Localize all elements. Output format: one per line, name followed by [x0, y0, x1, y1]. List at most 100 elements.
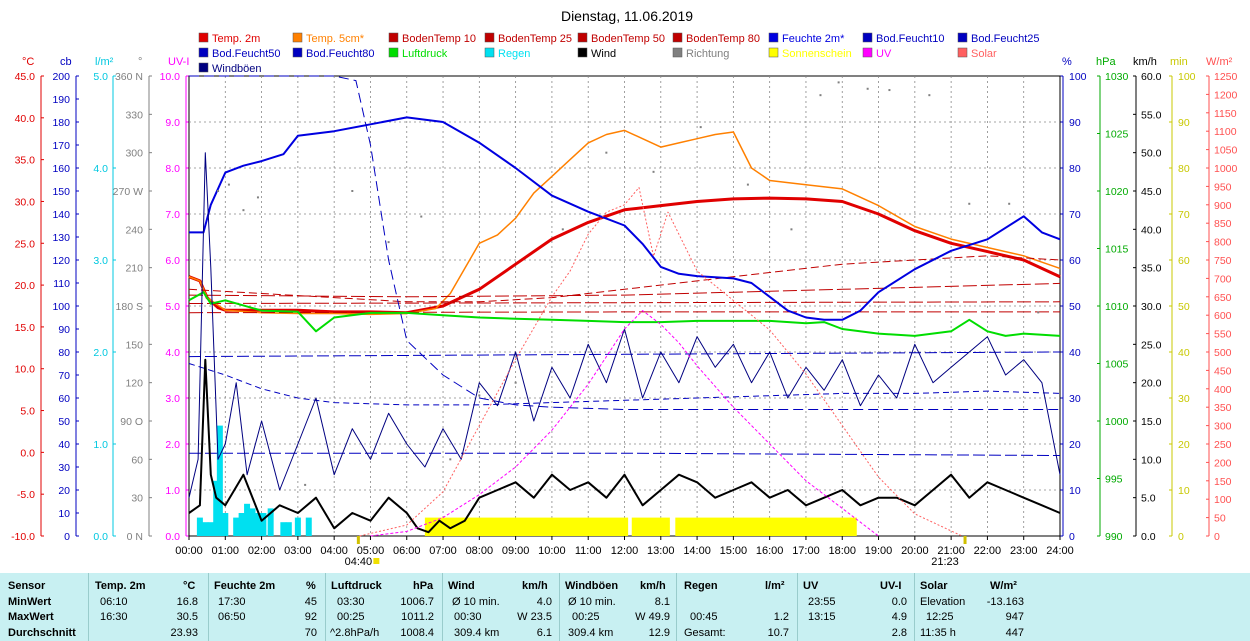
- stats-wind-max-time: 00:30: [454, 611, 482, 623]
- direction-point: [819, 94, 822, 97]
- rain-bar: [196, 517, 203, 536]
- y-axis-tick-label: 270 W: [113, 186, 143, 198]
- stats-header-humidity-unit: %: [306, 580, 316, 592]
- y-axis-tick-label: 1250: [1214, 71, 1238, 83]
- y-axis-tick-label: 550: [1214, 329, 1232, 341]
- y-axis-unit: km/h: [1133, 56, 1157, 68]
- divider: [914, 573, 915, 641]
- direction-point: [449, 458, 452, 461]
- series-line: [189, 75, 1060, 410]
- sunshine-bar: [675, 517, 857, 536]
- y-axis-tick-label: 50: [1069, 301, 1081, 313]
- legend-label: Bod.Feucht10: [876, 33, 945, 45]
- legend-label: Luftdruck: [402, 48, 448, 60]
- direction-point: [837, 81, 840, 84]
- y-axis-tick-label: 1100: [1214, 126, 1237, 138]
- y-axis-tick-label: 45.0: [15, 71, 36, 83]
- legend-label: BodenTemp 50: [591, 33, 665, 45]
- series-line: [188, 301, 1061, 304]
- rain-bar: [233, 517, 240, 536]
- stats-header-solar-unit: W/m²: [990, 580, 1017, 592]
- stats-temp-max: 30.5: [176, 611, 198, 623]
- y-axis-tick-label: 10.0: [15, 364, 36, 376]
- x-axis-tick-label: 03:00: [284, 545, 312, 557]
- y-axis-tick-label: 50: [1214, 513, 1226, 525]
- stats-wind-distance: 309.4 km: [454, 627, 500, 639]
- y-axis-tick-label: 200: [52, 71, 70, 83]
- y-axis-tick-label: 35.0: [15, 155, 36, 167]
- y-axis-tick-label: 100: [1178, 71, 1196, 83]
- stats-press-min-time: 03:30: [337, 596, 365, 608]
- y-axis-tick-label: 0: [1069, 531, 1075, 543]
- direction-point: [242, 209, 245, 212]
- y-axis-tick-label: 40.0: [15, 113, 36, 125]
- x-axis-tick-label: 05:00: [357, 545, 385, 557]
- legend-label: Regen: [498, 48, 530, 60]
- y-axis-tick-label: 0.0: [1141, 531, 1156, 543]
- plot-area: [188, 75, 1061, 537]
- series-line: [188, 291, 1061, 337]
- weather-chart: Dienstag, 11.06.2019 Temp. 2m Temp. 5cm* B…: [11, 8, 1238, 568]
- legend-swatch: [484, 32, 495, 43]
- direction-point: [514, 381, 517, 384]
- stats-hum-min: 45: [304, 596, 317, 608]
- x-axis-tick-label: 07:00: [429, 545, 457, 557]
- stats-temp-avg: 23.93: [170, 627, 198, 639]
- y-axis-tick-label: 20.0: [15, 280, 36, 292]
- legend-label: BodenTemp 10: [402, 33, 476, 45]
- rain-bar: [213, 480, 220, 536]
- y-axis-tick-label: 180 S: [116, 301, 143, 313]
- legend-swatch: [198, 32, 209, 43]
- y-axis-tick-label: 3.0: [93, 255, 108, 267]
- divider: [797, 573, 798, 641]
- y-axis-tick-label: 15.0: [15, 322, 36, 334]
- stats-wind-max: W 23.5: [517, 611, 552, 623]
- y-axis-tick-label: 70: [1178, 209, 1190, 221]
- y-axis-tick-label: 400: [1214, 384, 1232, 396]
- y-axis-unit: %: [1062, 56, 1072, 68]
- y-axis-unit: cb: [60, 56, 72, 68]
- direction-point: [351, 190, 354, 192]
- y-axis-tick-label: 1015: [1105, 244, 1129, 256]
- stats-rain-total: 10.7: [767, 627, 789, 639]
- stats-rain-total-label: Gesamt:: [684, 627, 726, 639]
- rain-bar: [249, 508, 256, 536]
- stats-press-max: 1011.2: [401, 611, 434, 623]
- y-axis-tick-label: -10.0: [11, 531, 35, 543]
- direction-point: [420, 215, 423, 218]
- y-axis-tick-label: 80: [1069, 163, 1081, 175]
- stats-uv-min: 0.0: [891, 596, 907, 608]
- direction-point: [652, 170, 655, 173]
- chart-title: Dienstag, 11.06.2019: [561, 8, 693, 24]
- axes: °C 45.0 40.0 35.0 30.0 25.0 20.0 15.0 10.0 5.0 0.0…: [11, 56, 1237, 543]
- y-axis-tick-label: 130: [52, 232, 70, 244]
- y-axis-tick-label: 80: [1178, 163, 1190, 175]
- stats-header-pressure: Luftdruck: [331, 580, 382, 592]
- y-axis-tick-label: 0: [1214, 531, 1220, 543]
- rain-bar: [285, 522, 292, 536]
- stats-header-gust: Windböen: [565, 580, 619, 592]
- x-axis-tick-label: 01:00: [212, 545, 240, 557]
- y-axis-tick-label: 7.0: [165, 209, 180, 221]
- legend-swatch: [672, 47, 683, 58]
- y-axis-tick-label: 30: [1069, 393, 1081, 405]
- x-axis-tick-label: 14:00: [683, 545, 711, 557]
- y-axis-tick-label: 200: [1214, 457, 1232, 469]
- x-axis-tick-label: 08:00: [466, 545, 494, 557]
- legend-label: BodenTemp 80: [686, 33, 760, 45]
- x-axis-tick-label: 13:00: [647, 545, 675, 557]
- stats-gust-max-time: 00:25: [572, 611, 600, 623]
- legend-swatch: [957, 32, 968, 43]
- y-axis-tick-label: 850: [1214, 218, 1232, 230]
- y-axis-tick-label: 40: [1069, 347, 1081, 359]
- y-axis-tick-label: 50: [1178, 301, 1190, 313]
- direction-point: [790, 228, 793, 231]
- y-axis-tick-label: 30.0: [1141, 301, 1162, 313]
- y-axis-tick-label: 70: [1069, 209, 1081, 221]
- x-axis-tick-label: 02:00: [248, 545, 276, 557]
- y-axis-tick-label: 100: [52, 301, 70, 313]
- y-axis-tick-label: 120: [52, 255, 70, 267]
- y-axis-tick-label: 30: [1178, 393, 1190, 405]
- y-axis-tick-label: 10: [1178, 485, 1190, 497]
- legend: Temp. 2m Temp. 5cm* BodenTemp 10 BodenTemp …: [198, 32, 1040, 75]
